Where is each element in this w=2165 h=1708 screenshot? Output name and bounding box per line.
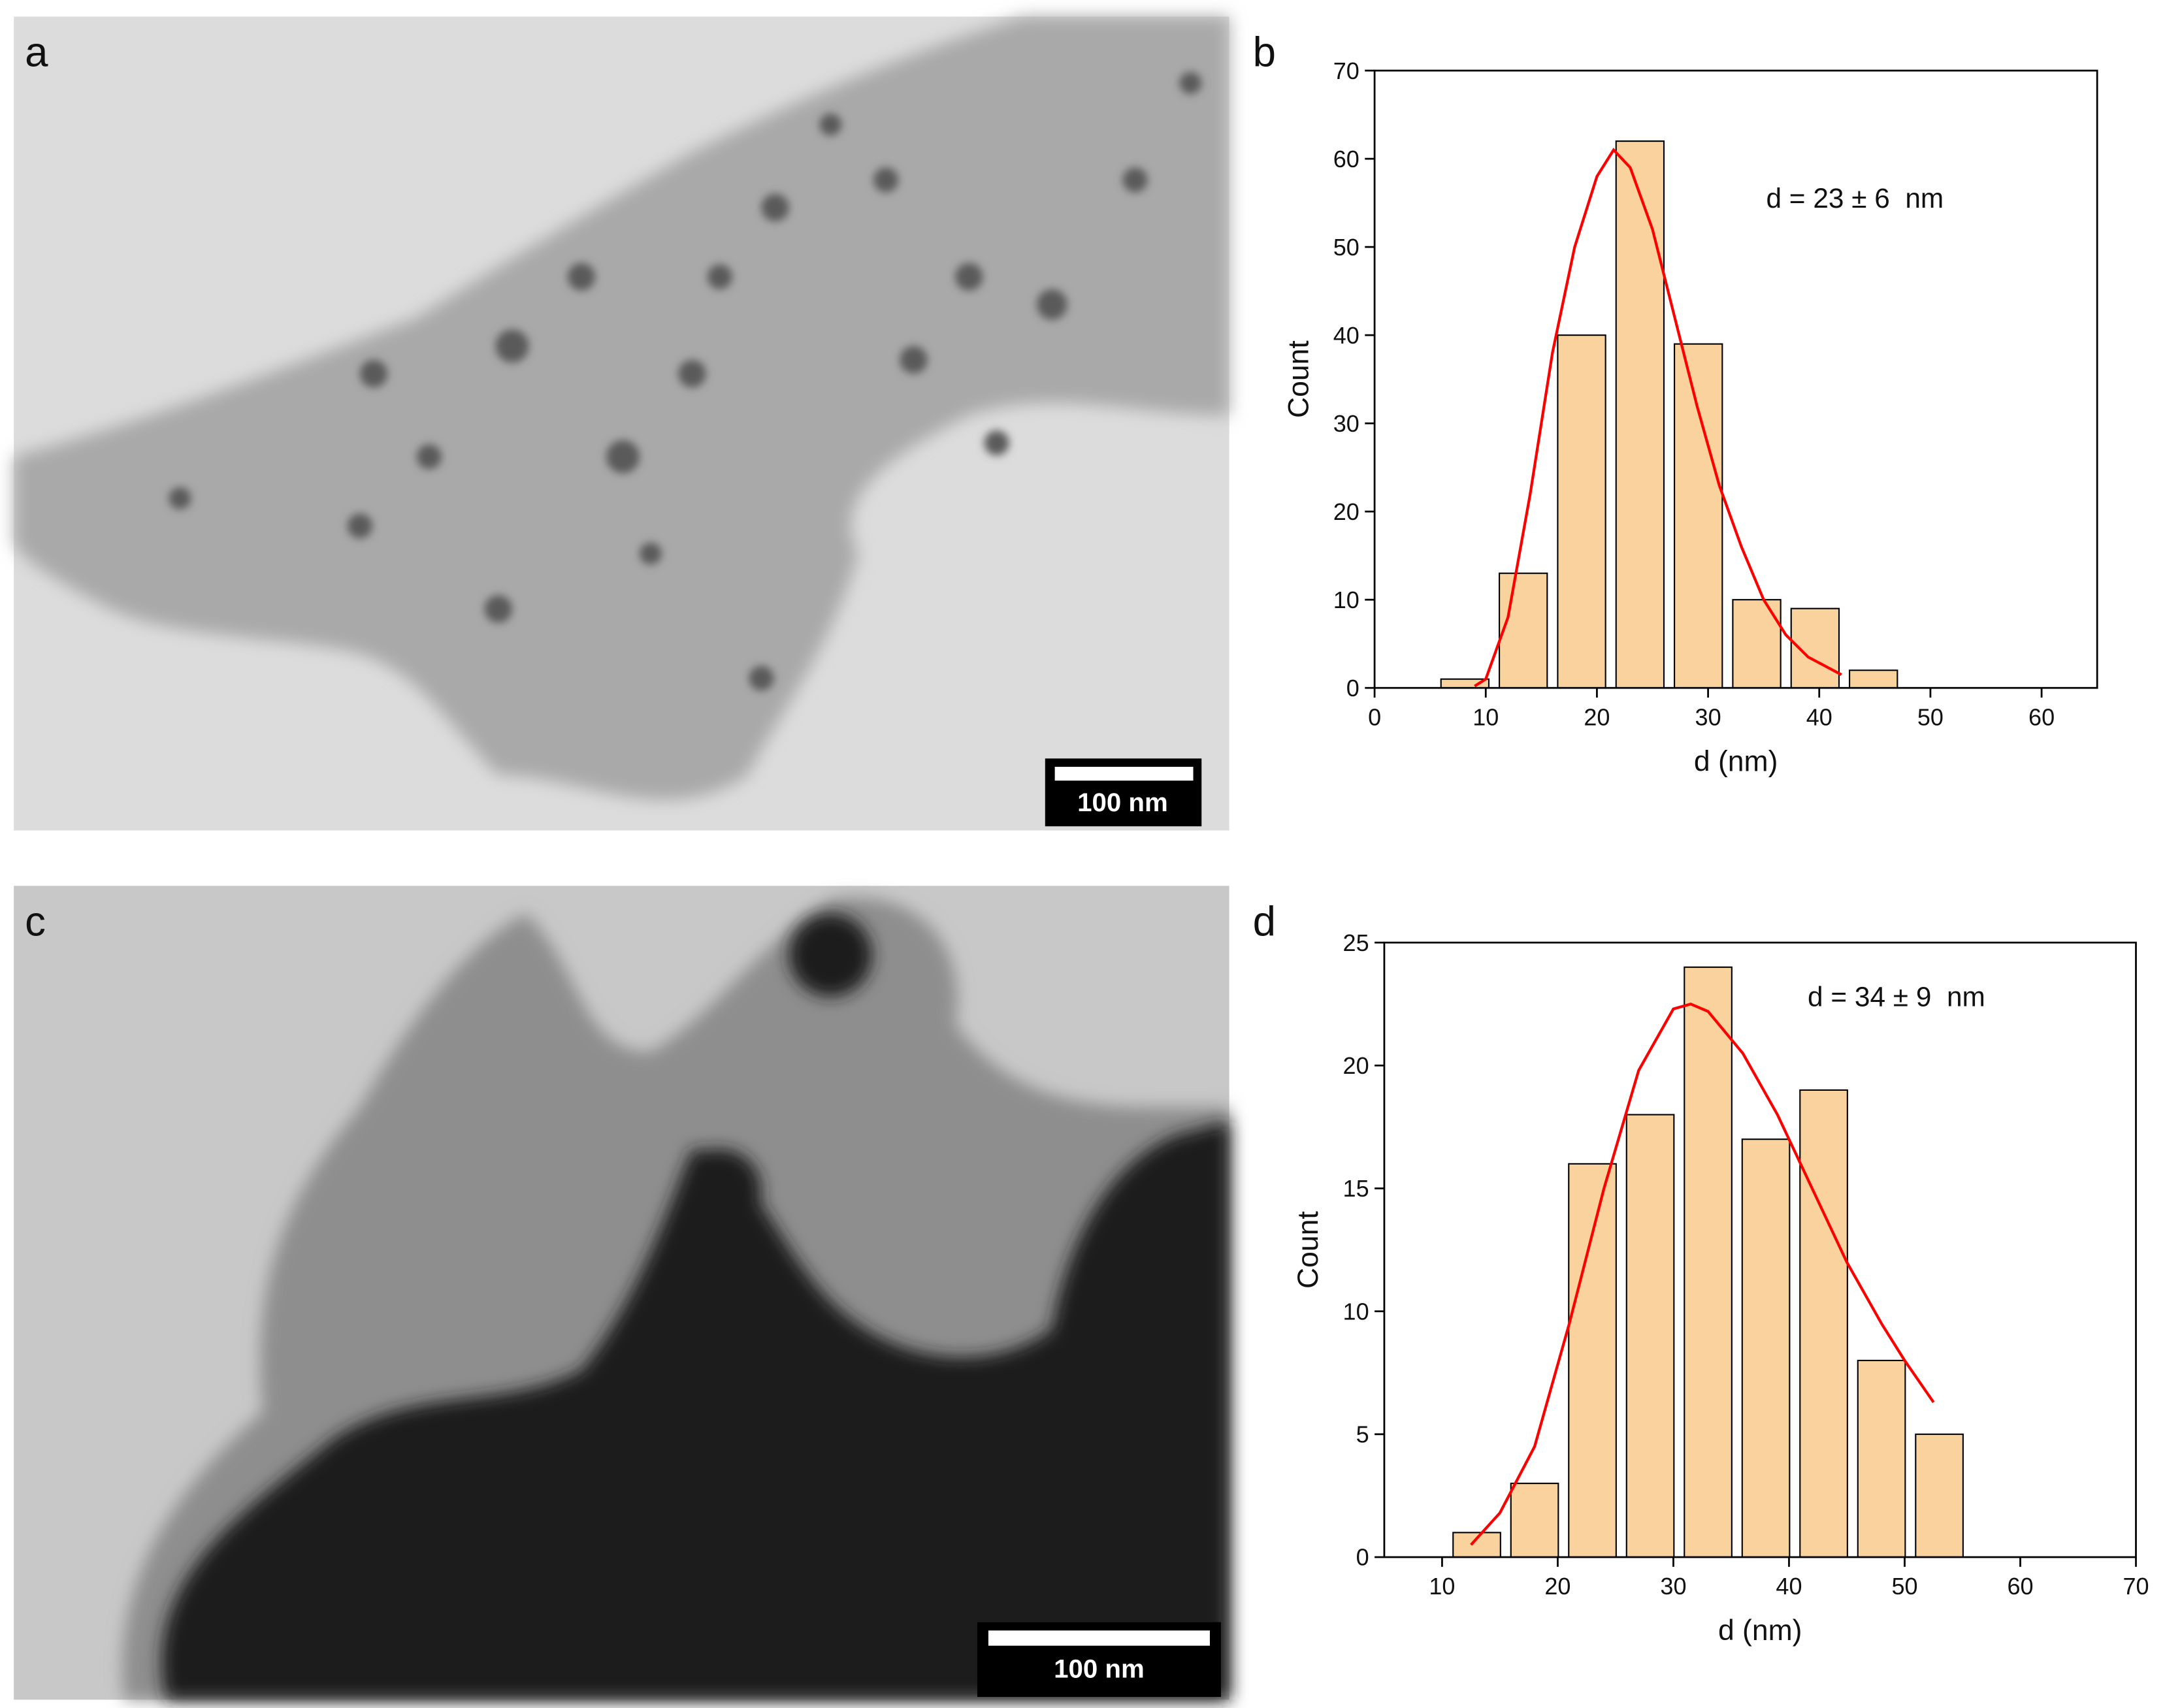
scale-bar-label: 100 nm [1054, 1654, 1145, 1683]
y-tick-label: 70 [1333, 57, 1359, 84]
bar [1857, 1359, 1906, 1558]
x-axis-label: d (nm) [1718, 1615, 1802, 1647]
y-tick-label: 5 [1356, 1421, 1369, 1448]
y-tick-label: 10 [1333, 587, 1359, 613]
fit-curve [1474, 148, 1842, 688]
x-tick-label: 50 [1891, 1573, 1917, 1600]
x-tick-label: 60 [2028, 703, 2055, 730]
x-tick-label: 40 [1806, 703, 1832, 730]
panel-label: c [25, 899, 46, 945]
bar [1674, 343, 1723, 689]
bar [1915, 1433, 1964, 1558]
axes-frame [1373, 69, 2098, 689]
bar [1799, 1089, 1848, 1558]
y-tick-label: 0 [1346, 675, 1359, 701]
bar [1510, 1483, 1559, 1558]
annotation: d = 34 ± 9 nm [1808, 982, 1985, 1012]
axes-frame [1383, 941, 2137, 1558]
panel-label: b [1253, 29, 1276, 76]
bar [1615, 140, 1665, 689]
y-tick-label: 20 [1343, 1052, 1369, 1079]
bar [1452, 1532, 1501, 1558]
y-tick-label: 20 [1333, 498, 1359, 525]
y-tick-label: 25 [1343, 929, 1369, 956]
fit-curve [1470, 1002, 1935, 1546]
y-axis-label: Count [1282, 340, 1314, 418]
x-tick-label: 70 [2123, 1573, 2149, 1600]
x-tick-label: 50 [1917, 703, 1944, 730]
bar [1684, 966, 1733, 1558]
y-tick-label: 40 [1333, 322, 1359, 349]
tem-image-a [14, 16, 1229, 831]
x-axis-label: d (nm) [1694, 745, 1778, 777]
x-tick-label: 20 [1544, 1573, 1571, 1600]
bar [1732, 599, 1782, 689]
scale-bar-label: 100 nm [1077, 788, 1168, 817]
y-tick-label: 0 [1356, 1544, 1369, 1571]
annotation: d = 23 ± 6 nm [1766, 183, 1944, 214]
bar [1499, 572, 1548, 689]
x-tick-label: 40 [1776, 1573, 1802, 1600]
y-tick-label: 30 [1333, 410, 1359, 437]
x-tick-label: 30 [1660, 1573, 1686, 1600]
tem-image-c [14, 886, 1229, 1700]
y-tick-label: 10 [1343, 1298, 1369, 1325]
y-tick-label: 60 [1333, 146, 1359, 172]
bar [1568, 1163, 1617, 1558]
x-tick-label: 30 [1695, 703, 1721, 730]
y-tick-label: 50 [1333, 234, 1359, 261]
x-tick-label: 10 [1473, 703, 1499, 730]
bar [1557, 334, 1606, 689]
y-tick-label: 15 [1343, 1175, 1369, 1202]
bar [1625, 1114, 1675, 1558]
x-tick-label: 20 [1584, 703, 1610, 730]
panel-label: d [1253, 899, 1276, 945]
x-tick-label: 0 [1368, 703, 1381, 730]
y-axis-label: Count [1292, 1211, 1324, 1289]
bar [1741, 1138, 1791, 1558]
x-tick-label: 60 [2007, 1573, 2033, 1600]
bar [1849, 669, 1898, 689]
panel-label: a [25, 29, 48, 76]
x-tick-label: 10 [1429, 1573, 1455, 1600]
